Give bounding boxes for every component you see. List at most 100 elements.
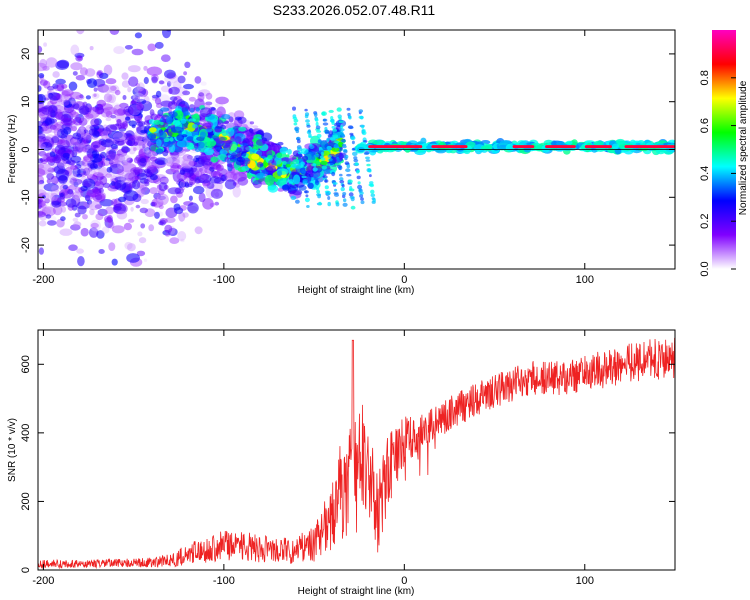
spectrogram-blob [214, 103, 224, 108]
spectrogram-blob [206, 182, 215, 190]
spectrogram-blob [131, 48, 144, 56]
spectrogram-blob [126, 157, 133, 164]
spectrogram-blob [357, 184, 363, 190]
spectrogram-blob [74, 164, 82, 169]
carrier-core-segment [431, 145, 468, 149]
spectrogram-blob [165, 161, 175, 167]
spectrogram-blob [151, 76, 158, 84]
spectrogram-blob [288, 179, 294, 184]
spectrogram-blob [338, 165, 343, 171]
spectrogram-blob [70, 224, 81, 231]
spectrogram-blob [336, 107, 342, 112]
spectrogram-blob [332, 182, 338, 185]
spectrogram-blob [60, 139, 66, 144]
spectrogram-blob [305, 194, 309, 198]
spectrogram-blob [38, 164, 45, 169]
spectrogram-blob [285, 163, 291, 168]
spectrogram-blob [151, 198, 164, 208]
spectrogram-blob [192, 124, 198, 129]
spectrogram-blob [40, 157, 48, 164]
spectrogram-blob [149, 174, 158, 181]
spectrogram-blob [138, 148, 146, 158]
spectrogram-blob [96, 99, 107, 107]
spectrogram-blob [73, 181, 79, 188]
spectrogram-blob [281, 157, 290, 163]
spectrogram-blob [180, 238, 185, 243]
spectrogram-blob [130, 206, 134, 212]
spectrogram-blob [73, 221, 82, 228]
spectrogram-blob [68, 244, 78, 251]
spectrogram-blob [105, 124, 118, 132]
spectrogram-blob [43, 183, 59, 192]
spectrogram-blob [165, 157, 174, 167]
spectrogram-blob [315, 121, 319, 127]
spectrogram-blob [94, 107, 105, 115]
spectrogram-blob [359, 191, 364, 195]
spectrogram-blob [198, 192, 206, 203]
spectrogram-blob [204, 147, 215, 156]
spectrogram-blob [298, 153, 303, 158]
spectrogram-blob [57, 196, 65, 203]
spectrogram-blob [305, 119, 310, 123]
spectrogram-blob [38, 168, 46, 177]
spectrogram-blob [79, 67, 88, 76]
spectrogram-blob [73, 144, 84, 154]
spectrogram-blob [103, 215, 112, 223]
spectrogram-blob [123, 190, 139, 202]
spectrogram-blob [304, 190, 309, 194]
spectrogram-blob [79, 165, 92, 172]
spectrogram-blob [177, 231, 187, 241]
spectrogram-blob [236, 156, 246, 163]
spectrogram-blob [93, 172, 104, 178]
spectrogram-blob [83, 202, 88, 207]
spectrogram-blob [121, 80, 130, 88]
spectrogram-blob [134, 86, 143, 94]
spectrogram-blob [215, 136, 227, 144]
spectrogram-blob [277, 141, 284, 146]
spectrogram-blob [252, 125, 259, 129]
spectrogram-blob [327, 154, 332, 158]
spectrogram-blob [215, 164, 224, 172]
spectrogram-blob [209, 138, 214, 142]
spectrogram-blob [206, 139, 217, 147]
spectrogram-blob [154, 41, 164, 49]
spectrogram-blob [76, 30, 85, 35]
spectrogram-blob [321, 111, 327, 116]
spectrogram-blob [139, 207, 148, 214]
spectrogram-blob [338, 120, 344, 123]
spectrogram-blob [38, 175, 44, 185]
spectrogram-blob [112, 132, 127, 142]
spectrogram-blob [315, 125, 321, 130]
spectrogram-blob [137, 156, 147, 168]
spectrogram-blob [156, 160, 165, 165]
spectrogram-blob [331, 171, 336, 177]
colorbar-tick-label: 0.2 [699, 214, 711, 229]
spectrogram-blob [324, 179, 329, 183]
spectrogram-blob [316, 187, 320, 191]
spectrogram-blob [38, 182, 46, 190]
spectrogram-blob [342, 202, 348, 207]
spectrogram-blob [194, 226, 203, 235]
spectrogram-blob [241, 150, 247, 157]
spectrogram-blob [39, 179, 45, 185]
spectrogram-blob [199, 131, 206, 139]
spectrogram-blob [38, 133, 46, 139]
spectrogram-blob [198, 92, 205, 97]
spectrogram-blob [91, 192, 97, 198]
spectrogram-blob [314, 118, 319, 122]
spectrogram-blob [89, 208, 95, 216]
colorbar-tick-label: 0.6 [699, 118, 711, 133]
snr-ytick-label: 200 [20, 492, 32, 510]
spectrogram-blob [60, 206, 67, 213]
spectrogram-blob [52, 156, 61, 164]
spectrogram-blob [80, 126, 84, 132]
spectrogram-blob [352, 151, 358, 156]
spectrogram-blob [107, 130, 123, 140]
spectrogram-blob [182, 90, 191, 96]
spectrogram-blob [372, 197, 376, 203]
spectrogram-blob [110, 114, 117, 119]
spectrogram-blob [89, 204, 93, 208]
spectrogram-blob [190, 165, 197, 173]
